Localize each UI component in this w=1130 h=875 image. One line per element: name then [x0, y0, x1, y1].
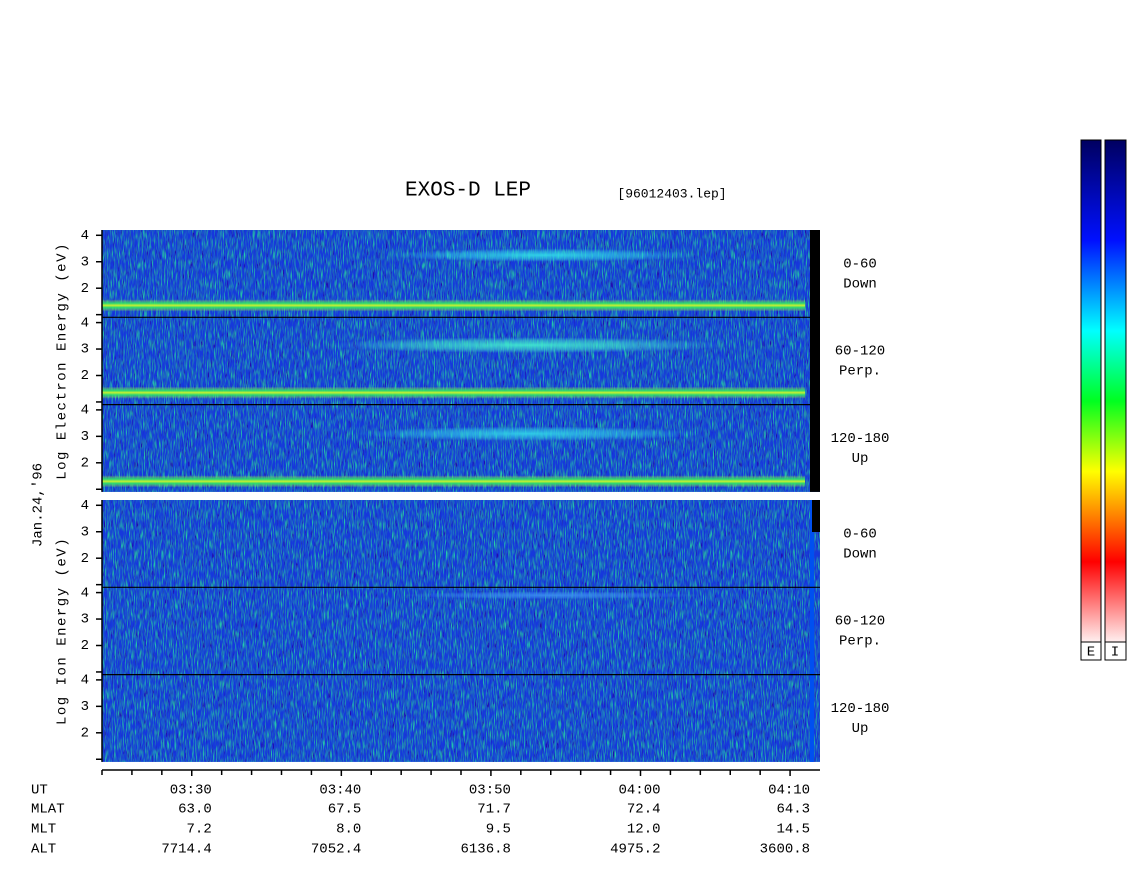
table-cell: 4975.2 [610, 842, 660, 858]
row-label: MLAT [31, 802, 65, 818]
y-tick-label: 3 [81, 612, 89, 628]
table-cell: 8.0 [336, 822, 361, 838]
table-cell: 63.0 [178, 802, 212, 818]
table-cell: 7052.4 [311, 842, 361, 858]
y-tick-label: 2 [81, 368, 89, 384]
spectrogram-noise [102, 230, 820, 492]
x-tick-label: 03:30 [170, 783, 212, 799]
y-tick-label: 2 [81, 281, 89, 297]
colorbar-label: E [1087, 645, 1095, 661]
y-tick-label: 4 [81, 228, 89, 244]
y-tick-label: 2 [81, 456, 89, 472]
y-tick-label: 2 [81, 726, 89, 742]
y-tick-label: 2 [81, 638, 89, 654]
table-cell: 64.3 [776, 802, 810, 818]
x-tick-label: 04:00 [618, 783, 660, 799]
energy-band [102, 386, 806, 399]
y-axis-label: Log Ion Energy (eV) [55, 537, 71, 725]
colorbar [1104, 139, 1127, 643]
bands [102, 248, 806, 488]
x-tick-label: 04:10 [768, 783, 810, 799]
table-cell: 72.4 [627, 802, 661, 818]
table-cell: 3600.8 [760, 842, 810, 858]
colorbar-label-box [1104, 641, 1127, 661]
panel-label: Perp. [839, 364, 881, 380]
y-tick-label: 3 [81, 429, 89, 445]
panel-label: Down [843, 276, 877, 292]
table-cell: 71.7 [477, 802, 511, 818]
panel-label: 120-180 [831, 431, 890, 447]
energy-cloud [401, 591, 701, 600]
energy-band [102, 475, 806, 488]
y-tick-label: 3 [81, 254, 89, 270]
panel-label: Perp. [839, 634, 881, 650]
table-cell: 6136.8 [460, 842, 510, 858]
panel-label: Down [843, 546, 877, 562]
y-tick-label: 4 [81, 403, 89, 419]
y-tick-label: 4 [81, 315, 89, 331]
colorbar [1080, 139, 1102, 643]
panel-label: 60-120 [835, 344, 885, 360]
panel-label: 120-180 [831, 701, 890, 717]
bands [401, 591, 701, 600]
panel-label: 0-60 [843, 526, 877, 542]
table-cell: 9.5 [486, 822, 511, 838]
panel-label: Up [852, 451, 869, 467]
table-cell: 14.5 [776, 822, 810, 838]
row-label: MLT [31, 822, 56, 838]
y-tick-label: 4 [81, 673, 89, 689]
row-label: UT [31, 783, 48, 799]
y-tick-label: 2 [81, 551, 89, 567]
spectrogram-noise [102, 500, 820, 762]
y-tick-label: 3 [81, 524, 89, 540]
panel-label: 60-120 [835, 614, 885, 630]
table-cell: 7.2 [187, 822, 212, 838]
colorbars: E I [1080, 139, 1127, 661]
table-cell: 67.5 [328, 802, 362, 818]
edge-strip [810, 230, 820, 492]
energy-cloud [356, 426, 701, 441]
chart-title: EXOS-D LEP [405, 180, 531, 203]
energy-cloud [326, 337, 731, 354]
table-cell: 7714.4 [161, 842, 211, 858]
row-label: ALT [31, 842, 56, 858]
table-cell: 12.0 [627, 822, 661, 838]
y-tick-label: 3 [81, 342, 89, 358]
energy-band [102, 299, 806, 312]
energy-cloud [386, 248, 701, 262]
colorbar-label: I [1111, 645, 1119, 661]
edge-strip [810, 500, 814, 762]
y-axis-label: Log Electron Energy (eV) [55, 242, 71, 480]
y-tick-label: 3 [81, 699, 89, 715]
date-label: Jan.24,'96 [31, 463, 47, 547]
file-name: [96012403.lep] [617, 186, 726, 201]
x-tick-label: 03:40 [319, 783, 361, 799]
panel-label: 0-60 [843, 256, 877, 272]
y-tick-label: 4 [81, 498, 89, 514]
edge-strip [812, 500, 820, 532]
y-tick-label: 4 [81, 585, 89, 601]
x-tick-label: 03:50 [469, 783, 511, 799]
panel-label: Up [852, 721, 869, 737]
colorbar-label-box [1080, 641, 1102, 661]
